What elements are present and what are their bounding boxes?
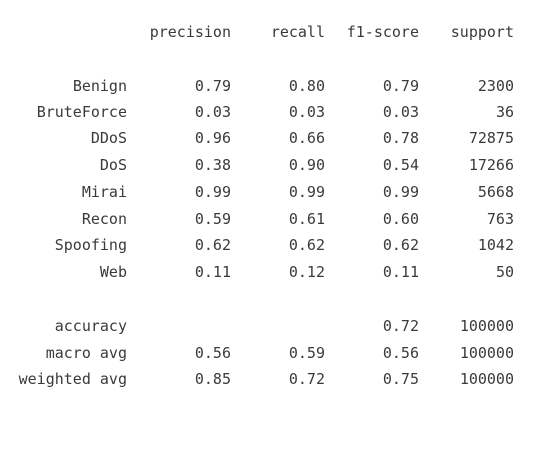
- row-support: 100000: [459, 317, 514, 335]
- report-row-bruteforce: BruteForce 0.03 0.03 0.03 36: [0, 102, 537, 122]
- row-precision: 0.79: [194, 77, 231, 95]
- row-precision: 0.85: [194, 370, 231, 388]
- row-f1-score: 0.56: [382, 344, 419, 362]
- row-support: 5668: [477, 183, 514, 201]
- report-row-macro-avg: macro avg 0.56 0.59 0.56 100000: [0, 343, 537, 363]
- report-row-ddos: DDoS 0.96 0.66 0.78 72875: [0, 128, 537, 148]
- report-header-row: precision recall f1-score support: [0, 22, 537, 42]
- row-recall: 0.12: [288, 263, 325, 281]
- row-recall: 0.62: [288, 236, 325, 254]
- row-label: Spoofing: [54, 236, 127, 254]
- row-support: 17266: [468, 156, 514, 174]
- row-support: 763: [486, 210, 514, 228]
- row-support: 36: [495, 103, 514, 121]
- row-f1-score: 0.79: [382, 77, 419, 95]
- row-precision: 0.11: [194, 263, 231, 281]
- row-precision: 0.99: [194, 183, 231, 201]
- row-label: accuracy: [54, 317, 127, 335]
- row-label: macro avg: [45, 344, 127, 362]
- row-f1-score: 0.03: [382, 103, 419, 121]
- row-f1-score: 0.60: [382, 210, 419, 228]
- report-row-web: Web 0.11 0.12 0.11 50: [0, 262, 537, 282]
- row-label: Web: [99, 263, 127, 281]
- row-label: DoS: [99, 156, 127, 174]
- row-recall: 0.66: [288, 129, 325, 147]
- row-precision: 0.56: [194, 344, 231, 362]
- row-f1-score: 0.72: [382, 317, 419, 335]
- row-label: Recon: [81, 210, 127, 228]
- header-precision: precision: [149, 23, 231, 41]
- report-row-weighted-avg: weighted avg 0.85 0.72 0.75 100000: [0, 369, 537, 389]
- row-support: 1042: [477, 236, 514, 254]
- row-recall: 0.59: [288, 344, 325, 362]
- report-row-accuracy: accuracy 0.72 100000: [0, 316, 537, 336]
- row-support: 100000: [459, 370, 514, 388]
- row-recall: 0.61: [288, 210, 325, 228]
- header-recall: recall: [270, 23, 325, 41]
- row-recall: 0.99: [288, 183, 325, 201]
- row-f1-score: 0.54: [382, 156, 419, 174]
- row-precision: 0.59: [194, 210, 231, 228]
- row-f1-score: 0.78: [382, 129, 419, 147]
- header-f1-score: f1-score: [346, 23, 419, 41]
- row-support: 100000: [459, 344, 514, 362]
- row-precision: 0.96: [194, 129, 231, 147]
- row-f1-score: 0.75: [382, 370, 419, 388]
- row-label: BruteForce: [36, 103, 127, 121]
- row-label: Mirai: [81, 183, 127, 201]
- report-row-benign: Benign 0.79 0.80 0.79 2300: [0, 76, 537, 96]
- row-support: 2300: [477, 77, 514, 95]
- report-row-spoofing: Spoofing 0.62 0.62 0.62 1042: [0, 235, 537, 255]
- row-label: Benign: [72, 77, 127, 95]
- row-precision: 0.62: [194, 236, 231, 254]
- row-f1-score: 0.11: [382, 263, 419, 281]
- row-f1-score: 0.99: [382, 183, 419, 201]
- report-row-mirai: Mirai 0.99 0.99 0.99 5668: [0, 182, 537, 202]
- report-row-dos: DoS 0.38 0.90 0.54 17266: [0, 155, 537, 175]
- row-label: weighted avg: [18, 370, 127, 388]
- row-precision: 0.03: [194, 103, 231, 121]
- row-label: DDoS: [90, 129, 127, 147]
- report-row-recon: Recon 0.59 0.61 0.60 763: [0, 209, 537, 229]
- row-recall: 0.03: [288, 103, 325, 121]
- row-f1-score: 0.62: [382, 236, 419, 254]
- row-precision: 0.38: [194, 156, 231, 174]
- row-recall: 0.80: [288, 77, 325, 95]
- row-recall: 0.90: [288, 156, 325, 174]
- row-support: 50: [495, 263, 514, 281]
- row-support: 72875: [468, 129, 514, 147]
- row-recall: 0.72: [288, 370, 325, 388]
- header-support: support: [450, 23, 514, 41]
